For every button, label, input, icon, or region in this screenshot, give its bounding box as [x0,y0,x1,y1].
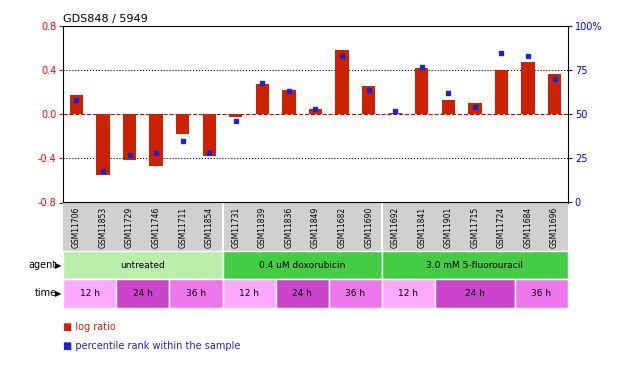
Bar [548,74,561,114]
Bar [362,86,375,114]
Text: ■ log ratio: ■ log ratio [63,322,116,333]
Bar [382,279,435,308]
Bar [282,90,295,114]
Text: GSM11684: GSM11684 [524,206,533,248]
Text: GSM11690: GSM11690 [364,206,373,248]
Text: GSM11692: GSM11692 [391,206,399,248]
Text: GSM11696: GSM11696 [550,206,559,248]
Bar [468,104,481,114]
Text: GSM11854: GSM11854 [204,206,214,248]
Text: 0.4 uM doxorubicin: 0.4 uM doxorubicin [259,261,345,270]
Text: 36 h: 36 h [345,289,365,298]
Text: GSM11853: GSM11853 [98,206,107,248]
Text: GSM11711: GSM11711 [178,206,187,248]
Bar [329,279,382,308]
Text: time: time [35,288,57,298]
Bar [176,114,189,134]
Text: GSM11746: GSM11746 [151,206,160,248]
Bar [63,251,223,279]
Text: 3.0 mM 5-fluorouracil: 3.0 mM 5-fluorouracil [427,261,523,270]
Text: 24 h: 24 h [133,289,153,298]
Text: 12 h: 12 h [80,289,100,298]
Text: GSM11901: GSM11901 [444,206,453,248]
Bar [515,279,568,308]
Text: 24 h: 24 h [292,289,312,298]
Bar [521,62,534,114]
Text: GSM11836: GSM11836 [285,206,293,248]
Bar [169,279,223,308]
Text: GSM11731: GSM11731 [232,206,240,248]
Bar [70,94,83,114]
Bar [442,100,455,114]
Bar [223,251,382,279]
Text: GDS848 / 5949: GDS848 / 5949 [63,14,148,24]
Text: GSM11724: GSM11724 [497,206,506,248]
Bar [223,279,276,308]
Bar [382,251,568,279]
Text: 12 h: 12 h [399,289,418,298]
Text: GSM11839: GSM11839 [258,206,267,248]
Bar [229,114,242,117]
Text: untreated: untreated [121,261,165,270]
Text: 24 h: 24 h [465,289,485,298]
Bar [435,279,515,308]
Text: agent: agent [28,260,57,270]
Bar [309,109,322,114]
Text: 36 h: 36 h [531,289,551,298]
Text: ▶: ▶ [56,289,62,298]
Bar [495,70,508,114]
Bar [63,279,116,308]
Bar [415,68,428,114]
Text: ▶: ▶ [56,261,62,270]
Bar [336,51,349,114]
Text: GSM11849: GSM11849 [311,206,320,248]
Bar [389,113,402,114]
Bar [97,114,110,175]
Bar [123,114,136,159]
Text: 36 h: 36 h [186,289,206,298]
Bar [256,84,269,114]
Text: ■ percentile rank within the sample: ■ percentile rank within the sample [63,341,240,351]
Bar [203,114,216,156]
Text: GSM11706: GSM11706 [72,206,81,248]
Text: GSM11682: GSM11682 [338,206,346,248]
Text: 12 h: 12 h [239,289,259,298]
Text: GSM11715: GSM11715 [471,206,480,248]
Text: GSM11729: GSM11729 [125,206,134,248]
Bar [150,114,163,166]
Bar [276,279,329,308]
Text: GSM11841: GSM11841 [417,206,427,248]
Bar [116,279,169,308]
